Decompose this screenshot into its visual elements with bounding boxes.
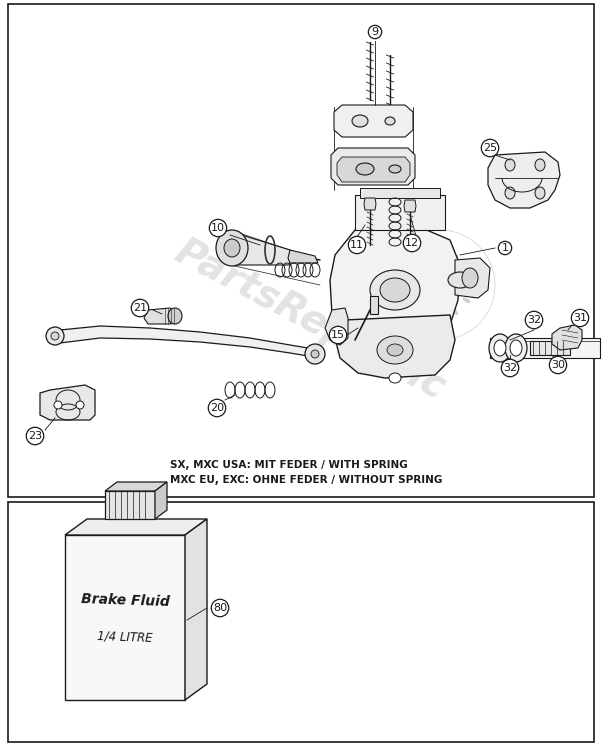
Polygon shape (105, 482, 167, 491)
Polygon shape (488, 152, 560, 208)
Polygon shape (455, 258, 490, 298)
Ellipse shape (462, 268, 478, 288)
Text: 15: 15 (331, 330, 345, 340)
Text: 1/4 LITRE: 1/4 LITRE (97, 630, 153, 645)
Text: 21: 21 (133, 303, 147, 313)
Ellipse shape (51, 332, 59, 340)
Bar (65, 535, 185, 700)
Ellipse shape (168, 308, 182, 324)
Ellipse shape (76, 401, 84, 409)
Ellipse shape (352, 115, 368, 127)
Polygon shape (155, 482, 167, 519)
Bar (8, 502, 594, 742)
Polygon shape (288, 250, 318, 263)
Bar (360, 188, 440, 198)
Polygon shape (364, 198, 376, 210)
Ellipse shape (385, 117, 395, 125)
Polygon shape (185, 519, 207, 700)
Ellipse shape (380, 278, 410, 302)
Text: 11: 11 (350, 240, 364, 250)
Polygon shape (337, 157, 410, 182)
Text: 20: 20 (210, 403, 224, 413)
Ellipse shape (510, 340, 522, 356)
Ellipse shape (505, 159, 515, 171)
Polygon shape (552, 325, 582, 350)
Text: Brake Fluid: Brake Fluid (81, 592, 170, 610)
Text: 10: 10 (211, 223, 225, 233)
Polygon shape (325, 308, 348, 345)
Ellipse shape (535, 187, 545, 199)
Text: 80: 80 (213, 603, 227, 613)
Text: 25: 25 (483, 143, 497, 153)
Bar (370, 296, 378, 314)
Polygon shape (60, 326, 320, 358)
Ellipse shape (224, 239, 240, 257)
Ellipse shape (418, 263, 462, 307)
Ellipse shape (311, 350, 319, 358)
Text: 1: 1 (501, 243, 509, 253)
Text: 32: 32 (527, 315, 541, 325)
Text: SX, MXC USA: MIT FEDER / WITH SPRING: SX, MXC USA: MIT FEDER / WITH SPRING (170, 460, 408, 470)
Bar (355, 195, 445, 230)
Ellipse shape (46, 327, 64, 345)
Text: 12: 12 (405, 238, 419, 248)
Ellipse shape (54, 401, 62, 409)
Text: PartsRepublic: PartsRepublic (169, 233, 452, 408)
Polygon shape (334, 105, 413, 137)
Ellipse shape (377, 336, 413, 364)
Ellipse shape (505, 187, 515, 199)
Polygon shape (335, 315, 455, 378)
Bar (8, 4, 594, 497)
Text: 32: 32 (503, 363, 517, 373)
Text: 31: 31 (573, 313, 587, 323)
Ellipse shape (535, 159, 545, 171)
Bar (490, 338, 600, 358)
Polygon shape (330, 225, 460, 362)
Ellipse shape (370, 270, 420, 310)
Ellipse shape (387, 344, 403, 356)
Ellipse shape (305, 344, 325, 364)
Text: 30: 30 (551, 360, 565, 370)
Ellipse shape (489, 334, 511, 362)
Polygon shape (144, 308, 175, 324)
Polygon shape (40, 385, 95, 420)
Polygon shape (404, 200, 416, 212)
Ellipse shape (216, 230, 248, 266)
Ellipse shape (356, 163, 374, 175)
Bar (105, 491, 155, 519)
Ellipse shape (389, 165, 401, 173)
Ellipse shape (389, 373, 401, 383)
Polygon shape (331, 148, 415, 185)
Text: MXC EU, EXC: OHNE FEDER / WITHOUT SPRING: MXC EU, EXC: OHNE FEDER / WITHOUT SPRING (170, 475, 442, 485)
Ellipse shape (494, 340, 506, 356)
Ellipse shape (448, 272, 472, 288)
Text: 23: 23 (28, 431, 42, 441)
Bar (530, 341, 570, 355)
Text: 9: 9 (371, 27, 379, 37)
Polygon shape (65, 519, 207, 535)
Ellipse shape (505, 334, 527, 362)
Polygon shape (222, 232, 290, 265)
